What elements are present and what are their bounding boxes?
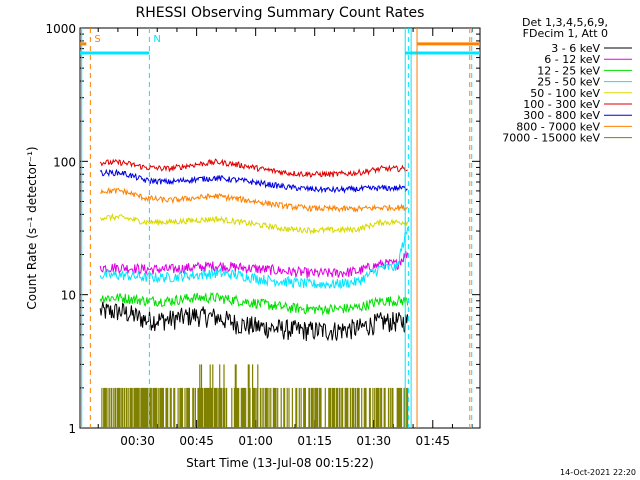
legend-label: 6 - 12 keV [544, 53, 600, 66]
y-tick-label: 1000 [45, 22, 76, 36]
y-axis-ticks: 1 10 100 1000 [45, 22, 480, 436]
legend: Det 1,3,4,5,6,9,FDecim 1, Att 0 3 - 6 keV… [502, 16, 632, 145]
event-marker-label: S [94, 34, 100, 45]
event-bars [80, 42, 480, 55]
series-line [99, 301, 409, 342]
x-tick-label: 00:30 [120, 434, 155, 448]
x-axis-ticks: 00:30 00:45 01:00 01:15 01:30 01:45 [97, 28, 473, 448]
series-line [99, 168, 408, 194]
series-line [99, 291, 409, 316]
event-marker-label: N [153, 34, 160, 45]
y-tick-label: 10 [61, 289, 76, 303]
legend-label: 25 - 50 keV [537, 76, 600, 89]
plot-frame [79, 27, 481, 429]
legend-header: FDecim 1, Att 0 [523, 27, 608, 40]
legend-label: 50 - 100 keV [530, 87, 600, 100]
event-marker-lines [81, 28, 473, 428]
x-tick-label: 01:00 [238, 434, 273, 448]
series-line [99, 227, 409, 290]
legend-header: Det 1,3,4,5,6,9, [522, 16, 608, 29]
series-line [99, 212, 409, 235]
x-tick-label: 01:45 [415, 434, 450, 448]
chart-title: RHESSI Observing Summary Count Rates [136, 5, 425, 21]
series-line [99, 158, 408, 178]
y-axis-label: Count Rate (s⁻¹ detector⁻¹) [25, 146, 39, 309]
legend-label: 7000 - 15000 keV [502, 132, 600, 145]
series-line [99, 251, 409, 279]
x-tick-label: 01:15 [297, 434, 332, 448]
legend-label: 12 - 25 keV [537, 64, 600, 77]
y-tick-label: 100 [53, 155, 76, 169]
x-axis-label: Start Time (13-Jul-08 00:15:22) [186, 456, 374, 470]
y-tick-label: 1 [68, 422, 76, 436]
series-lines [99, 158, 409, 428]
x-tick-label: 00:45 [179, 434, 214, 448]
timestamp: 14-Oct-2021 22:20 [560, 468, 636, 477]
x-tick-label: 01:30 [356, 434, 391, 448]
legend-label: 100 - 300 keV [523, 98, 600, 111]
series-line [100, 186, 408, 213]
legend-label: 3 - 6 keV [551, 42, 600, 55]
plot-border [79, 27, 481, 429]
legend-label: 800 - 7000 keV [516, 120, 600, 133]
legend-label: 300 - 800 keV [523, 109, 600, 122]
